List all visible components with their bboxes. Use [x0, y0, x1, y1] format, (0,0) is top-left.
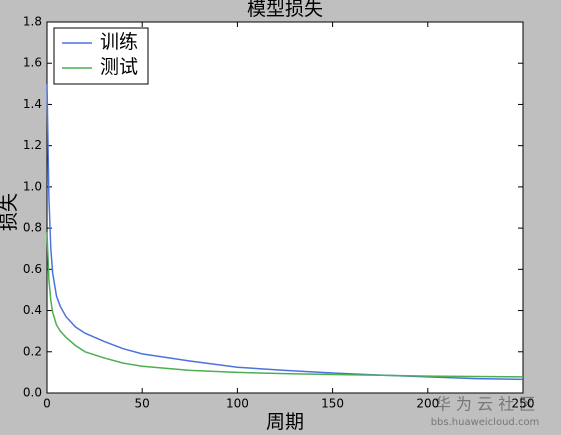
chart-title: 模型损失 [247, 0, 323, 20]
watermark-brand: 华 为 云 社 区 [435, 395, 535, 414]
watermark-url: bbs.huaweicloud.com [431, 417, 540, 428]
x-axis-label: 周期 [266, 411, 304, 433]
y-tick-label: 0.8 [23, 221, 42, 235]
y-tick-label: 1.0 [23, 179, 42, 193]
y-tick-label: 0.4 [23, 303, 42, 317]
y-tick-label: 1.8 [23, 15, 42, 29]
y-axis-label: 损失 [0, 193, 20, 231]
legend-box [53, 27, 149, 85]
y-tick-label: 1.6 [23, 56, 42, 70]
x-tick-label: 100 [226, 397, 249, 411]
y-tick-label: 0.2 [23, 344, 42, 358]
legend-label: 训练 [100, 31, 138, 53]
x-tick-label: 200 [416, 397, 439, 411]
y-tick-label: 1.4 [23, 97, 42, 111]
series-line [46, 232, 524, 378]
x-tick-label: 250 [512, 397, 535, 411]
y-tick-label: 0.0 [23, 386, 42, 400]
x-tick-label: 50 [135, 397, 150, 411]
legend-label: 测试 [100, 56, 138, 78]
x-tick-label: 150 [321, 397, 344, 411]
x-tick-label: 0 [43, 397, 51, 411]
y-tick-label: 0.6 [23, 262, 42, 276]
y-tick-label: 1.2 [23, 138, 42, 152]
